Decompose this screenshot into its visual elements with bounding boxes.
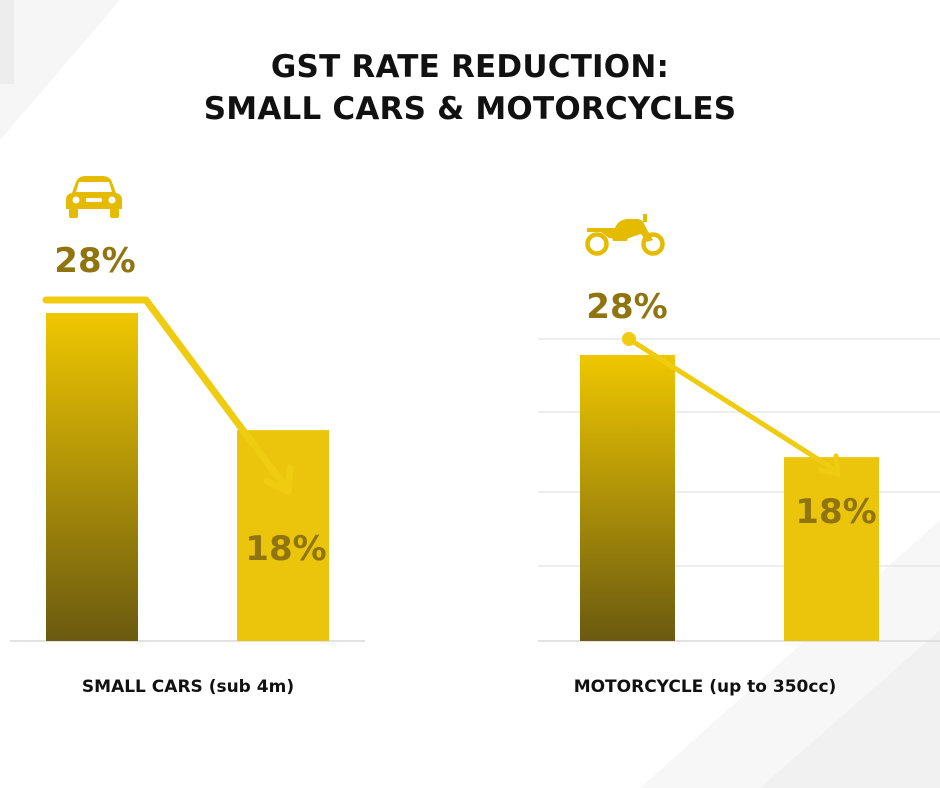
small-cars-chart: 28% 18% SMALL CARS (sub 4m) bbox=[10, 176, 365, 697]
title-line-1: GST RATE REDUCTION: bbox=[270, 49, 670, 85]
data-label-after: 18% bbox=[245, 529, 326, 569]
trend-arrow bbox=[622, 332, 841, 477]
motorcycle-icon bbox=[585, 214, 665, 256]
motorcycle-chart: 28% 18% MOTORCYCLE (up to 350cc) bbox=[470, 0, 940, 788]
bar-after bbox=[784, 457, 879, 641]
motorcycle-chart-svg: 28% 18% MOTORCYCLE (up to 350cc) bbox=[538, 214, 940, 697]
small-cars-chart-svg: 28% 18% SMALL CARS (sub 4m) bbox=[10, 176, 365, 697]
data-label-before: 28% bbox=[54, 241, 135, 281]
trend-arrow bbox=[42, 296, 294, 495]
bar-before bbox=[46, 313, 138, 641]
car-icon bbox=[66, 176, 122, 218]
chart-title: GST RATE REDUCTION: SMALL CARS & MOTORCY… bbox=[0, 46, 940, 130]
category-label-small-cars: SMALL CARS (sub 4m) bbox=[82, 677, 294, 697]
bar-after bbox=[237, 430, 329, 641]
data-label-before: 28% bbox=[586, 287, 667, 327]
data-label-after: 18% bbox=[795, 492, 876, 532]
category-label-motorcycle: MOTORCYCLE (up to 350cc) bbox=[574, 677, 837, 697]
title-line-2: SMALL CARS & MOTORCYCLES bbox=[203, 91, 737, 127]
bar-before bbox=[580, 355, 675, 641]
